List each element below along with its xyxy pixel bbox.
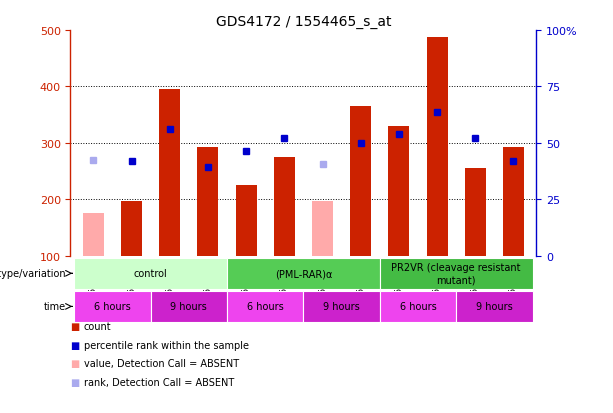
Bar [74, 258, 227, 289]
Text: PR2VR (cleavage resistant
mutant): PR2VR (cleavage resistant mutant) [392, 263, 521, 285]
Text: (PML-RAR)α: (PML-RAR)α [275, 268, 332, 279]
Text: count: count [84, 321, 112, 331]
Bar [159, 90, 180, 256]
Bar [227, 258, 380, 289]
Bar [227, 291, 303, 322]
Text: 9 hours: 9 hours [170, 301, 207, 312]
Text: 9 hours: 9 hours [476, 301, 512, 312]
Bar [350, 107, 371, 256]
Title: GDS4172 / 1554465_s_at: GDS4172 / 1554465_s_at [216, 14, 391, 28]
Text: 6 hours: 6 hours [94, 301, 131, 312]
Bar [465, 169, 485, 256]
Text: time: time [44, 301, 66, 312]
Bar [389, 127, 409, 256]
Bar [151, 291, 227, 322]
Text: percentile rank within the sample: percentile rank within the sample [84, 340, 249, 350]
Text: control: control [134, 268, 167, 279]
Text: 6 hours: 6 hours [400, 301, 436, 312]
Text: 6 hours: 6 hours [247, 301, 284, 312]
Text: genotype/variation: genotype/variation [0, 268, 66, 279]
Text: rank, Detection Call = ABSENT: rank, Detection Call = ABSENT [84, 377, 234, 387]
Bar [380, 291, 456, 322]
Text: value, Detection Call = ABSENT: value, Detection Call = ABSENT [84, 358, 239, 368]
Bar [456, 291, 533, 322]
Text: ■: ■ [70, 358, 80, 368]
Text: ■: ■ [70, 321, 80, 331]
Bar [235, 186, 257, 256]
Bar [503, 147, 524, 256]
Bar [312, 202, 333, 256]
Bar [197, 147, 218, 256]
Bar [74, 291, 151, 322]
Text: 9 hours: 9 hours [323, 301, 360, 312]
Bar [380, 258, 533, 289]
Text: ■: ■ [70, 377, 80, 387]
Bar [121, 202, 142, 256]
Bar [427, 38, 447, 256]
Bar [83, 214, 104, 256]
Bar [303, 291, 380, 322]
Text: ■: ■ [70, 340, 80, 350]
Bar [274, 158, 295, 256]
